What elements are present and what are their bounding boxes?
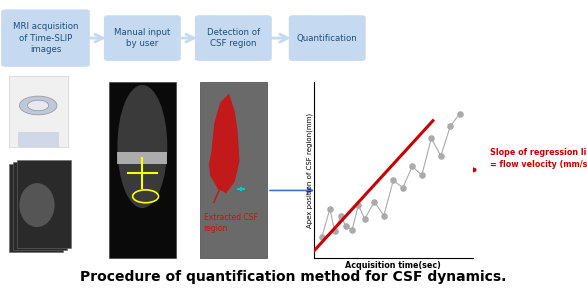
FancyBboxPatch shape xyxy=(104,15,181,61)
Text: Extracted CSF
region: Extracted CSF region xyxy=(204,213,258,233)
Point xyxy=(389,178,398,183)
FancyBboxPatch shape xyxy=(200,82,267,258)
Text: Slope of regression line
= flow velocity (mm/s): Slope of regression line = flow velocity… xyxy=(490,148,587,168)
Text: Manual input
by user: Manual input by user xyxy=(114,28,171,48)
Ellipse shape xyxy=(19,183,55,227)
Point xyxy=(446,124,455,128)
Point xyxy=(325,206,335,211)
Point xyxy=(407,164,417,169)
Point xyxy=(379,213,389,218)
X-axis label: Acquisition time(sec): Acquisition time(sec) xyxy=(345,260,441,270)
Point xyxy=(455,111,464,116)
FancyBboxPatch shape xyxy=(1,9,90,67)
Circle shape xyxy=(19,96,57,115)
FancyBboxPatch shape xyxy=(18,132,59,146)
Text: Procedure of quantification method for CSF dynamics.: Procedure of quantification method for C… xyxy=(80,270,507,284)
FancyBboxPatch shape xyxy=(13,162,67,250)
Point xyxy=(427,136,436,141)
Circle shape xyxy=(28,100,49,111)
FancyBboxPatch shape xyxy=(195,15,272,61)
Point xyxy=(436,154,446,158)
Polygon shape xyxy=(209,94,239,193)
FancyBboxPatch shape xyxy=(117,152,167,164)
Point xyxy=(336,213,346,218)
FancyBboxPatch shape xyxy=(289,15,366,61)
Point xyxy=(370,199,379,204)
FancyBboxPatch shape xyxy=(109,82,176,258)
Point xyxy=(341,224,350,229)
FancyBboxPatch shape xyxy=(9,164,63,252)
Point xyxy=(348,227,357,232)
Text: Detection of
CSF region: Detection of CSF region xyxy=(207,28,260,48)
Point xyxy=(354,203,363,207)
FancyBboxPatch shape xyxy=(9,76,68,146)
Point xyxy=(398,185,407,190)
Point xyxy=(417,173,427,178)
Ellipse shape xyxy=(117,85,167,208)
Point xyxy=(360,217,369,222)
Y-axis label: Apex position of CSF region(mm): Apex position of CSF region(mm) xyxy=(306,113,313,227)
FancyBboxPatch shape xyxy=(17,160,71,248)
Point xyxy=(318,234,327,239)
Text: Quantification: Quantification xyxy=(297,34,357,42)
Text: MRI acquisition
of Time-SLIP
images: MRI acquisition of Time-SLIP images xyxy=(13,22,78,54)
Point xyxy=(330,229,339,234)
